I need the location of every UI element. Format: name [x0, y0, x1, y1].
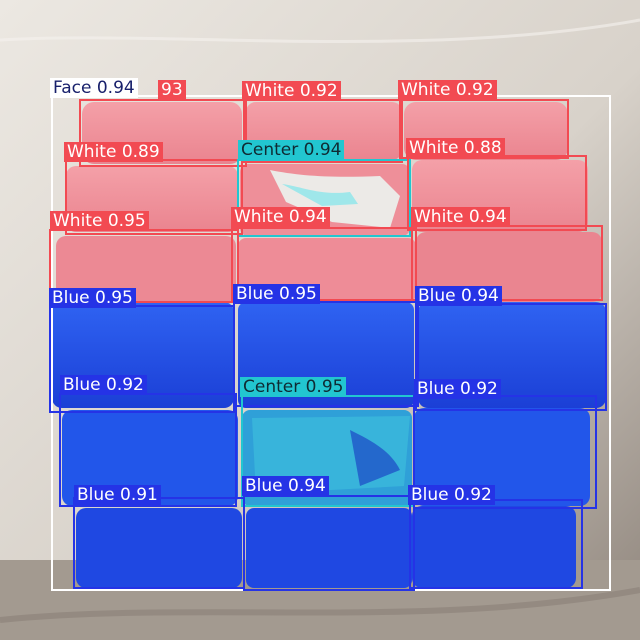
- detection-label: Blue 0.92: [408, 485, 495, 505]
- detection-label: Face 0.94: [50, 78, 138, 98]
- blue-stickers: [52, 302, 606, 588]
- detection-label: White 0.88: [406, 138, 505, 158]
- detection-label: Blue 0.92: [60, 375, 147, 395]
- detection-label: White 0.94: [411, 207, 510, 227]
- blue-box: [243, 495, 415, 591]
- blue-box: [409, 499, 583, 589]
- detection-label: Blue 0.95: [49, 288, 136, 308]
- table-grain: [0, 18, 640, 44]
- detection-label: Blue 0.91: [74, 485, 161, 505]
- detection-label: Center 0.95: [240, 377, 347, 397]
- detection-label: Blue 0.95: [233, 284, 320, 304]
- detection-label: White 0.92: [398, 80, 497, 100]
- blue-box: [233, 301, 419, 407]
- detection-label: Blue 0.94: [415, 286, 502, 306]
- table-grain: [0, 587, 640, 623]
- white-box: [399, 99, 569, 159]
- white-stickers: [56, 102, 602, 302]
- detection-label: White 0.95: [50, 211, 149, 231]
- detection-label: 93: [158, 80, 186, 100]
- detection-label: White 0.94: [231, 207, 330, 227]
- white-box: [79, 99, 247, 167]
- detection-label: Blue 0.92: [414, 379, 501, 399]
- blue-box: [59, 393, 237, 507]
- blue-box: [415, 303, 607, 411]
- white-box: [231, 227, 417, 301]
- detection-label: White 0.89: [64, 142, 163, 162]
- detection-label: Center 0.94: [238, 140, 345, 160]
- blue-box: [413, 395, 597, 509]
- detection-label: White 0.92: [242, 81, 341, 101]
- center-box: [237, 159, 411, 237]
- detection-label: Blue 0.94: [242, 476, 329, 496]
